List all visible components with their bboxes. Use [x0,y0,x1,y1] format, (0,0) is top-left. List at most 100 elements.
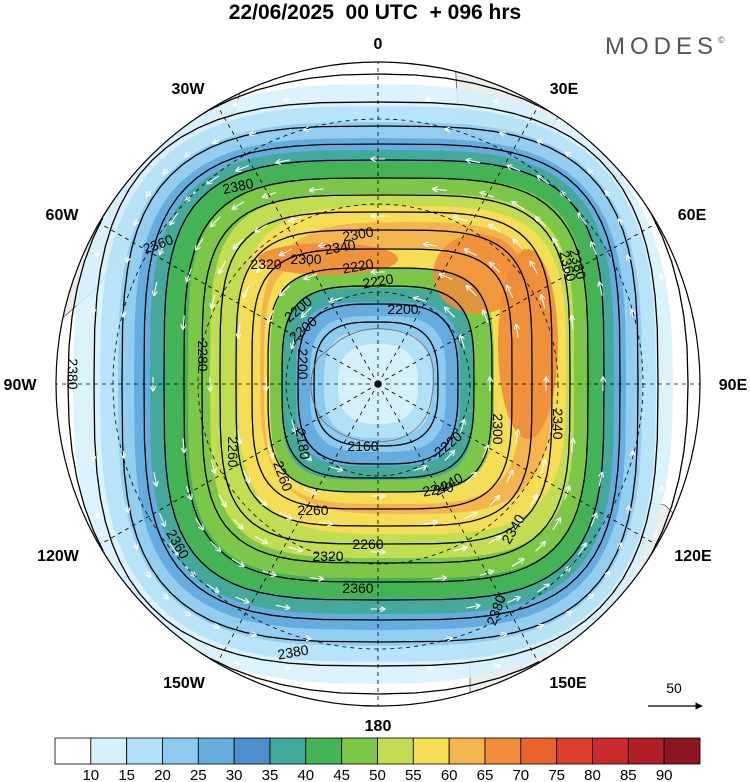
wind-arrow [195,517,204,530]
wind-arrow [439,274,453,280]
wind-arrow [146,571,150,578]
wind-arrow [489,496,500,506]
contour-line [267,267,493,493]
wind-arrow [158,512,165,526]
wind-arrow [93,306,94,314]
wind-arrow [242,469,249,482]
wind-arrow [233,104,240,106]
contour-label: 2300 [490,413,506,444]
contour-line [201,194,571,564]
colorbar-label: 80 [584,767,601,782]
contour-line [235,229,533,527]
wind-arrow [160,241,166,255]
wind-arrow [536,625,543,628]
wind-arrow [464,249,477,256]
wind-arrow [466,286,477,296]
wind-arrow [594,129,601,133]
colorbar-swatch [126,737,163,765]
wind-arrow [318,244,333,246]
colorbar-swatch [305,737,342,765]
wind-arrow [318,522,332,524]
wind-arrow [599,282,602,296]
contour-label: 2160 [347,438,378,454]
wind-arrow [127,255,129,262]
wind-arrow [268,309,274,323]
wind-arrow [661,275,662,282]
contour-label: 2300 [341,223,375,244]
wind-arrow [256,262,267,272]
wind-arrow [211,294,216,309]
wind-arrow [578,213,587,226]
wind-arrow [309,189,324,191]
lon-label-150e: 150E [549,675,587,692]
contour-label: 2260 [297,502,328,518]
wind-arrow [232,518,243,529]
wind-arrow [301,450,311,461]
wind-arrow [572,315,574,330]
wind-arrow [632,451,633,459]
contour-label: 2360 [342,580,373,596]
wind-arrow [414,298,428,302]
wind-arrow [231,558,244,567]
wind-arrow [93,454,94,461]
contour-label: 2260 [225,436,241,467]
wind-arrow [127,505,129,513]
colorbar-swatch [520,737,557,765]
wind-arrow [196,237,204,250]
contour-label: 2340 [550,408,566,439]
wind-arrow [466,605,480,608]
contour-label: 2220 [341,255,375,276]
wind-arrow [628,506,630,513]
wind-arrow [134,218,137,225]
wind-arrow [513,239,524,250]
wind-arrow [185,152,191,156]
colorbar-label: 40 [297,767,314,782]
wind-arrow [466,160,481,163]
wind-arrow [606,572,610,578]
wind-arrow [445,638,452,639]
lon-label-60e: 60E [678,207,707,224]
contour-label: 2360 [556,249,580,283]
colorbar-label: 25 [190,767,207,782]
wind-arrow [291,419,296,434]
wind-arrow [283,668,290,669]
wind-arrow [235,596,249,602]
wind-arrow [96,511,98,518]
wind-arrow [238,324,240,338]
contour-label: 2320 [312,548,343,564]
wind-arrow [127,605,132,611]
wind-arrow [123,309,124,317]
wind-arrow [615,617,620,622]
south-pole-marker [374,380,382,388]
wind-arrow [210,541,221,552]
wind-arrow [565,612,572,616]
wind-arrow [233,238,244,249]
colorbar-label: 50 [369,767,386,782]
colorbar-swatch [269,737,307,765]
contour-label: 2380 [221,175,255,197]
wind-arrow [460,420,465,434]
colorbar-swatch [197,737,235,765]
wind-arrow [207,175,220,184]
colorbar-swatch [377,737,414,765]
wind-arrow [466,472,476,483]
wind-arrow [423,522,438,524]
wind-arrow [275,605,290,608]
wind-arrow [123,451,124,458]
contour-label: 2200 [387,301,418,317]
wind-arrow [301,307,312,317]
reference-vector-label: 50 [666,680,682,696]
wind-arrow [572,439,574,453]
colorbar-label: 90 [656,767,673,782]
wind-arrow [482,445,488,459]
wind-arrow [619,543,622,550]
lon-label-90w: 90W [4,377,38,394]
contour-line [143,143,621,621]
wind-arrow [210,459,215,474]
wind-arrow [490,262,500,273]
wind-arrow [516,430,518,444]
wind-arrow [255,535,267,543]
jet-core-ne [433,234,523,314]
lon-label-120e: 120E [674,548,712,565]
